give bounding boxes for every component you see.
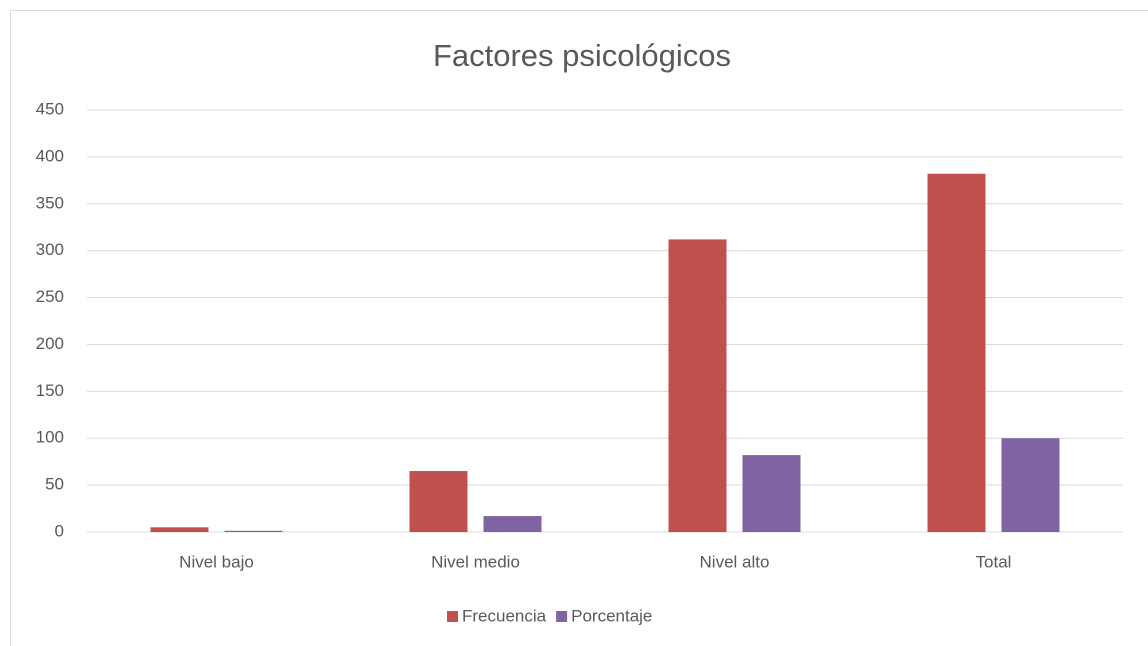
bar bbox=[668, 239, 727, 532]
y-tick-label: 50 bbox=[45, 475, 64, 494]
y-tick-label: 450 bbox=[36, 99, 64, 118]
y-tick-label: 300 bbox=[36, 240, 64, 259]
chart-frame bbox=[10, 10, 1148, 646]
chart-title: Factores psicológicos bbox=[433, 38, 731, 73]
y-tick-label: 350 bbox=[36, 193, 64, 212]
legend-swatch bbox=[447, 611, 458, 622]
x-tick-label: Total bbox=[976, 552, 1012, 571]
x-tick-label: Nivel bajo bbox=[179, 552, 254, 571]
bar bbox=[150, 527, 209, 532]
bar bbox=[1001, 438, 1060, 532]
legend-label: Porcentaje bbox=[571, 606, 652, 625]
y-tick-label: 0 bbox=[55, 521, 64, 540]
y-tick-label: 400 bbox=[36, 146, 64, 165]
y-tick-label: 200 bbox=[36, 334, 64, 353]
y-tick-label: 150 bbox=[36, 381, 64, 400]
bar bbox=[927, 173, 986, 532]
x-tick-label: Nivel medio bbox=[431, 552, 520, 571]
bar bbox=[224, 530, 283, 532]
legend-label: Frecuencia bbox=[462, 606, 547, 625]
bar bbox=[409, 471, 468, 532]
bar bbox=[742, 455, 801, 532]
y-tick-label: 250 bbox=[36, 287, 64, 306]
bar bbox=[483, 516, 542, 532]
y-tick-label: 100 bbox=[36, 428, 64, 447]
x-tick-label: Nivel alto bbox=[700, 552, 770, 571]
legend-swatch bbox=[556, 611, 568, 622]
